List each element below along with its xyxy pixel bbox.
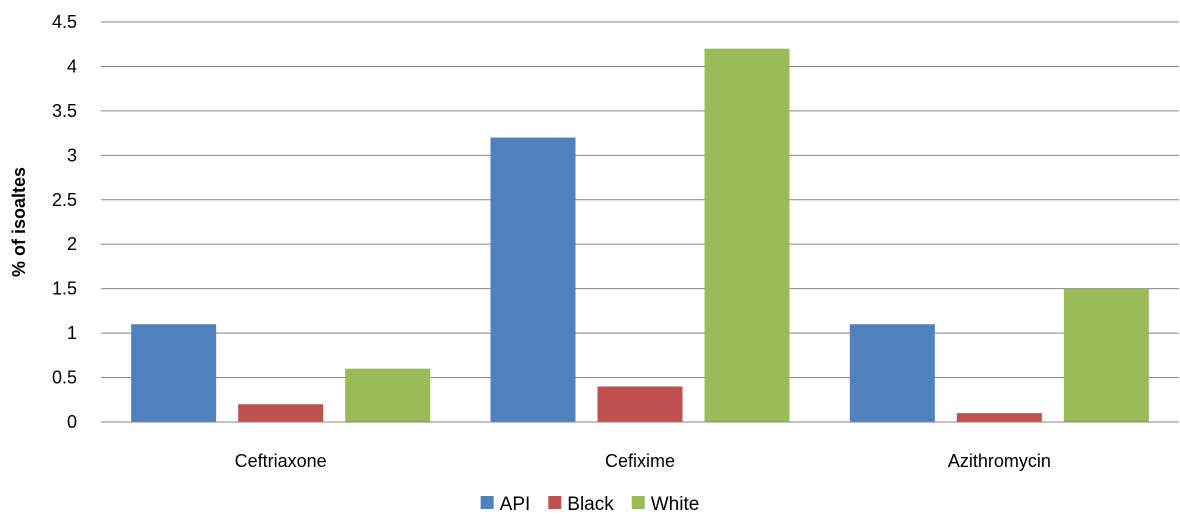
bar-white-cefixime (704, 48, 790, 423)
y-axis-title: % of isoaltes (9, 167, 29, 277)
y-tick-label: 1 (67, 323, 77, 343)
bar-black-azithromycin (956, 413, 1042, 422)
y-tick-label: 1.5 (52, 279, 77, 299)
bar-black-cefixime (597, 386, 683, 422)
legend-label-white: White (651, 494, 700, 515)
x-category-label: Cefixime (605, 451, 675, 471)
bar-white-azithromycin (1063, 288, 1149, 422)
y-tick-label: 3 (67, 145, 77, 165)
bar-api-cefixime (490, 137, 576, 423)
bar-white-ceftriaxone (345, 368, 431, 422)
bars (131, 48, 1149, 423)
legend-swatch-black (548, 496, 562, 509)
y-tick-label: 4 (67, 56, 77, 76)
y-tick-label: 0.5 (52, 368, 77, 388)
legend-swatch-white (631, 496, 645, 509)
legend-label-black: Black (567, 494, 614, 515)
y-axis-ticks: 0 0.5 1 1.5 2 2.5 3 3.5 4 4.5 (52, 12, 77, 432)
x-axis-categories: Ceftriaxone Cefixime Azithromycin (235, 451, 1051, 471)
bar-api-ceftriaxone (131, 324, 217, 422)
y-tick-label: 4.5 (52, 12, 77, 32)
legend-label-api: API (500, 494, 531, 515)
y-tick-label: 3.5 (52, 101, 77, 121)
x-category-label: Azithromycin (948, 451, 1051, 471)
legend: API Black White (480, 494, 700, 515)
y-tick-label: 2 (67, 234, 77, 254)
y-tick-label: 2.5 (52, 190, 77, 210)
bar-black-ceftriaxone (238, 404, 324, 422)
y-tick-label: 0 (67, 412, 77, 432)
bar-api-azithromycin (849, 324, 935, 422)
x-category-label: Ceftriaxone (235, 451, 327, 471)
legend-swatch-api (480, 496, 494, 509)
gridlines (101, 21, 1179, 379)
